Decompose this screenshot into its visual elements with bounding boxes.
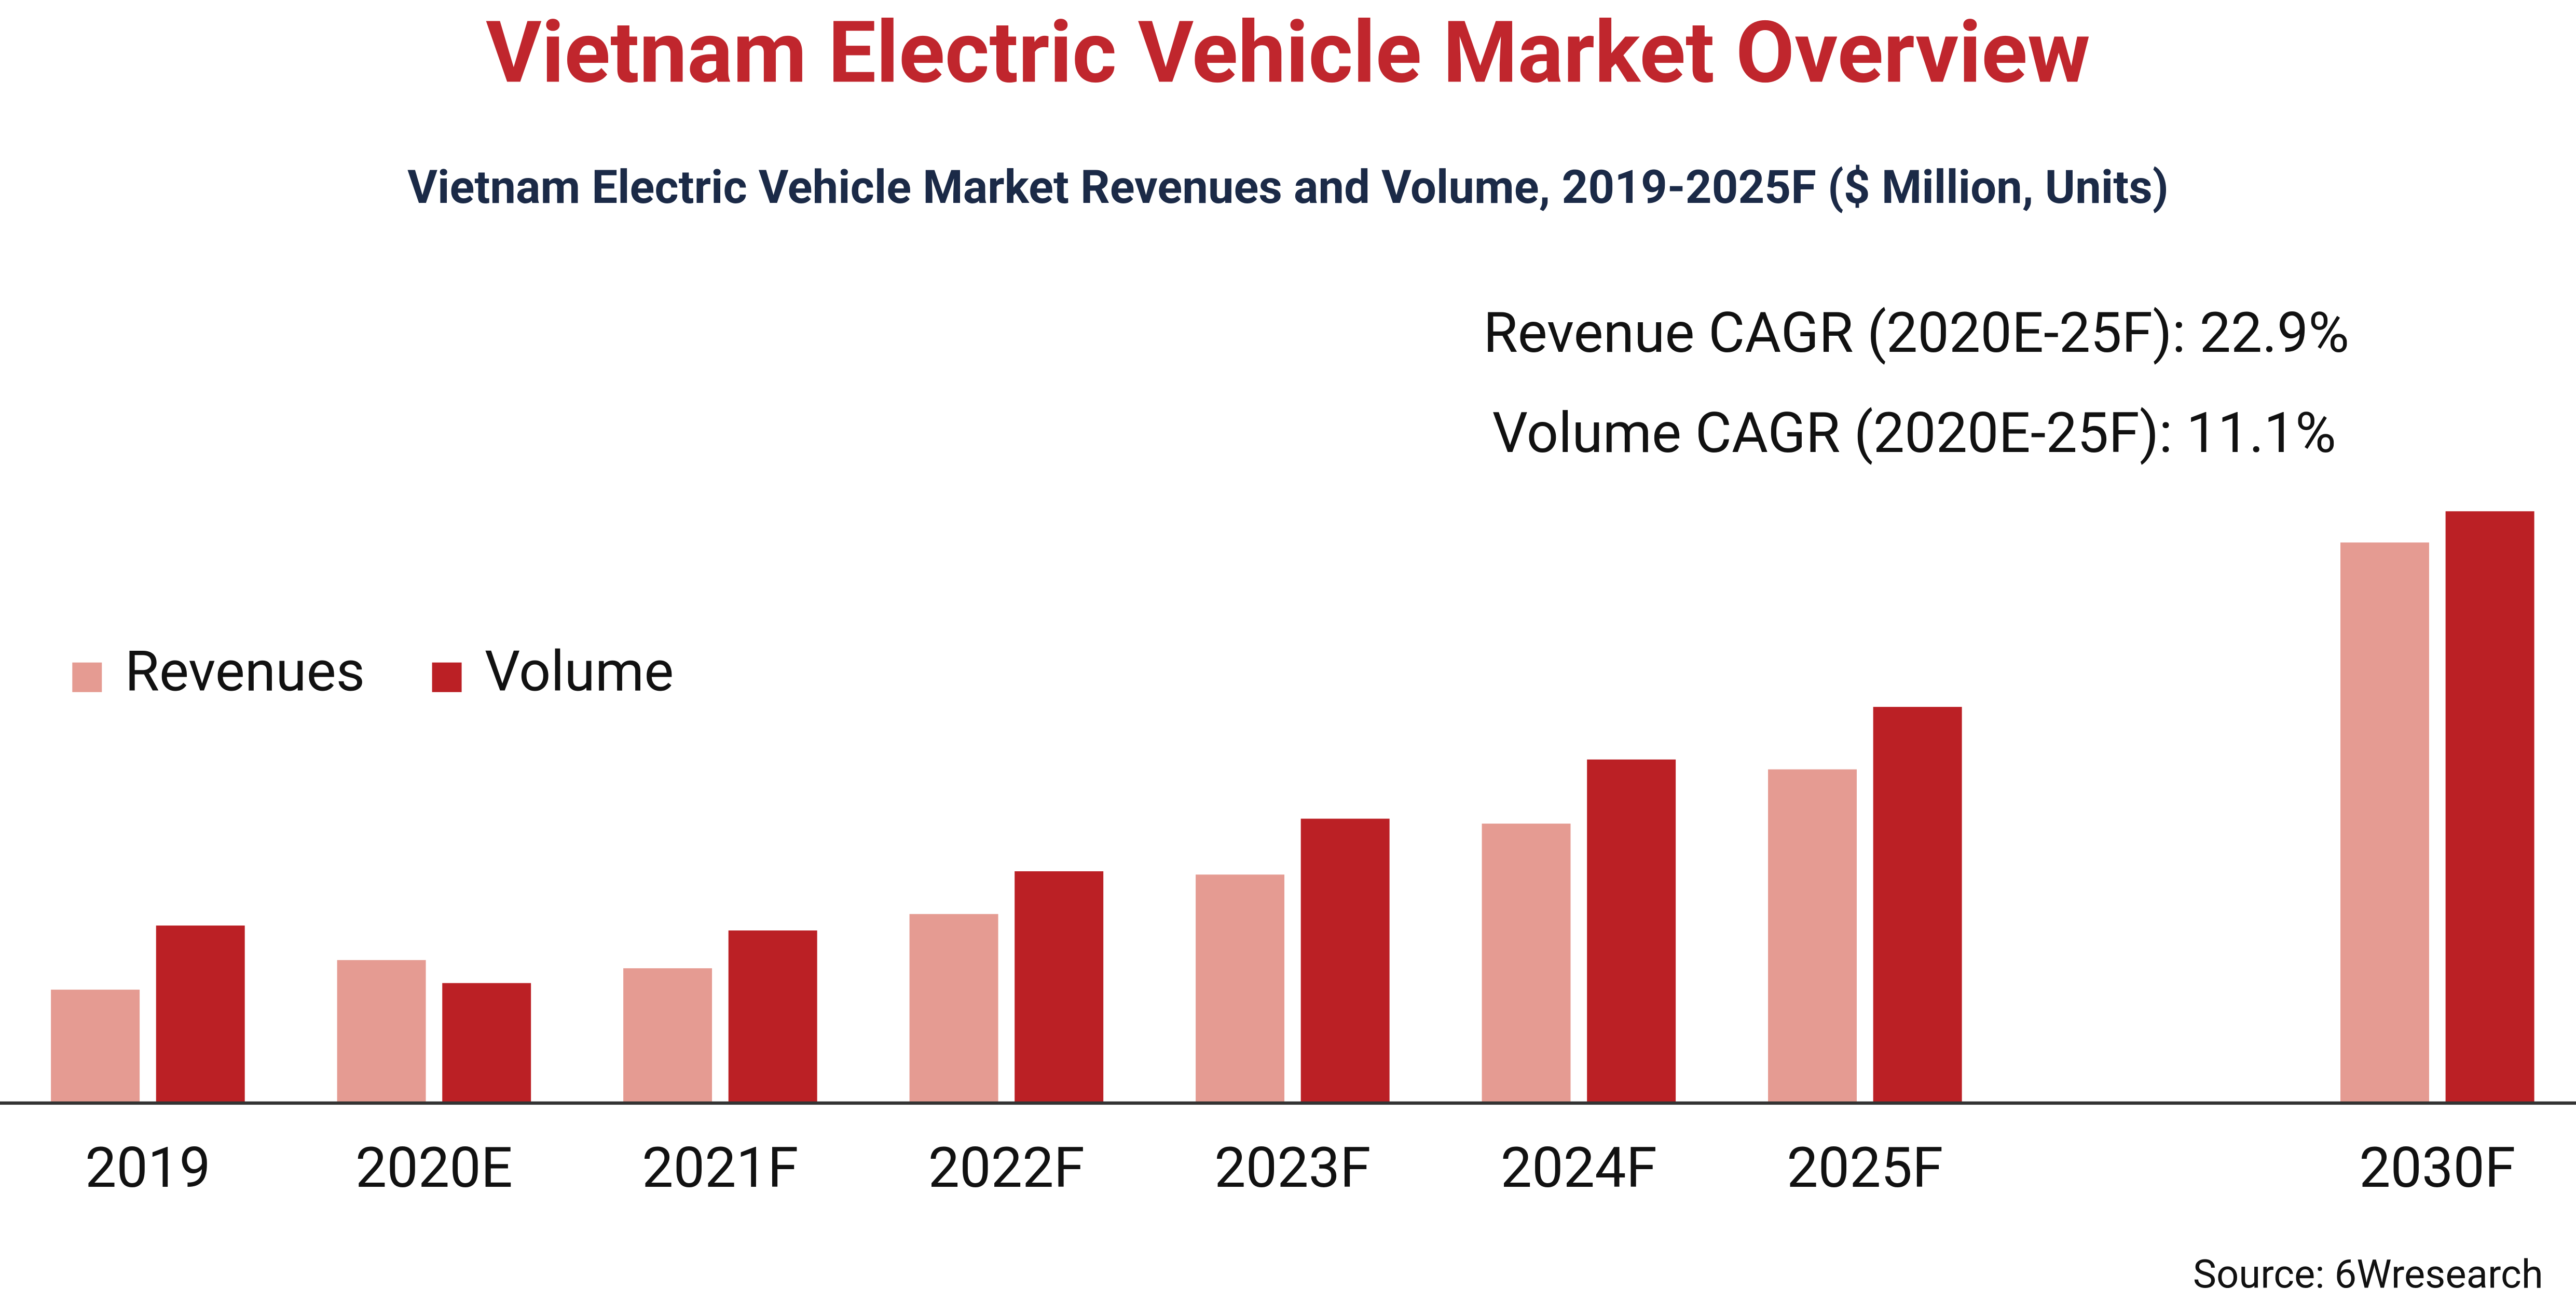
legend-swatch xyxy=(432,662,462,692)
bar xyxy=(1768,769,1857,1103)
bar xyxy=(728,930,817,1103)
chart-title: Vietnam Electric Vehicle Market Overview xyxy=(486,3,2090,103)
bar xyxy=(623,968,712,1103)
bar xyxy=(1873,707,1962,1103)
bar xyxy=(2340,542,2429,1103)
bar xyxy=(1015,871,1104,1103)
x-tick-label: 2024F xyxy=(1501,1135,1657,1201)
x-tick-label: 2022F xyxy=(928,1135,1085,1201)
chart-subtitle: Vietnam Electric Vehicle Market Revenues… xyxy=(407,160,2169,214)
source: Source: 6Wresearch xyxy=(2193,1251,2543,1298)
annotation: Volume CAGR (2020E-25F): 11.1% xyxy=(1492,401,2336,466)
bar xyxy=(909,914,998,1103)
x-tick-label: 2030F xyxy=(2359,1135,2515,1201)
legend-swatch xyxy=(72,662,102,692)
bar xyxy=(1482,824,1571,1103)
x-tick-label: 2021F xyxy=(642,1135,798,1201)
bar xyxy=(51,990,140,1103)
bar xyxy=(156,925,245,1103)
bar xyxy=(2445,511,2534,1103)
bar xyxy=(1300,818,1390,1103)
bar xyxy=(1196,874,1285,1103)
bar xyxy=(337,960,426,1103)
x-tick-label: 2019 xyxy=(85,1135,211,1201)
bar xyxy=(442,983,531,1103)
x-tick-label: 2023F xyxy=(1214,1135,1371,1201)
legend-label: Volume xyxy=(485,639,674,704)
bar xyxy=(1587,759,1676,1103)
x-tick-label: 2025F xyxy=(1787,1135,1943,1201)
legend-label: Revenues xyxy=(125,639,365,704)
x-tick-label: 2020E xyxy=(355,1135,513,1201)
annotation: Revenue CAGR (2020E-25F): 22.9% xyxy=(1483,300,2349,366)
